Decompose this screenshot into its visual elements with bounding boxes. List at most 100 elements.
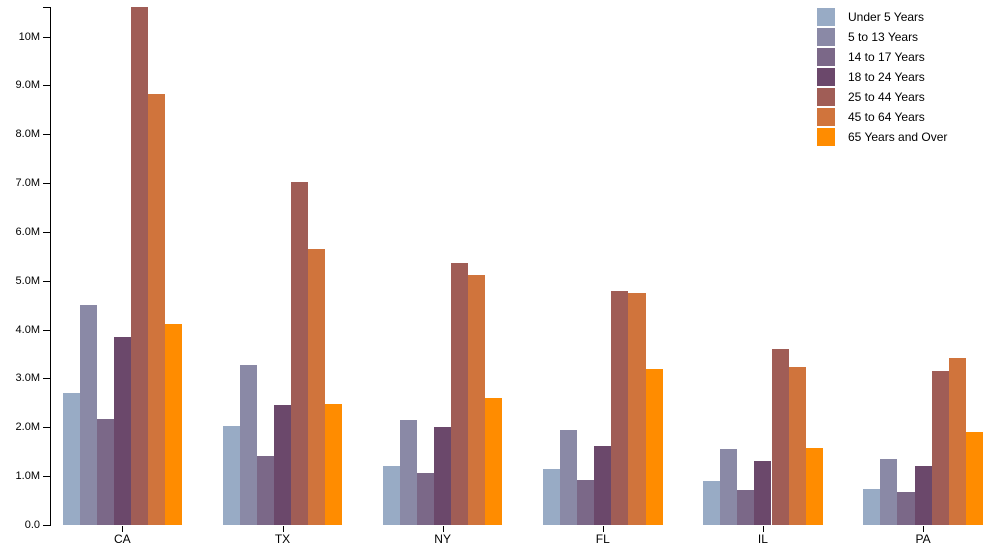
bar-pa-5-to-13-years <box>880 459 898 525</box>
bar-ny-45-to-64-years <box>468 274 486 525</box>
bar-tx-14-to-17-years <box>256 455 274 525</box>
x-tick <box>602 526 604 532</box>
x-tick <box>282 526 284 532</box>
bar-tx-18-to-24-years <box>273 405 292 525</box>
bar-fl-18-to-24-years <box>594 446 612 525</box>
legend-swatch <box>817 68 835 86</box>
legend-label: 25 to 44 Years <box>848 90 925 104</box>
x-tick <box>923 526 925 532</box>
bar-tx-45-to-64-years <box>308 248 326 525</box>
legend-item: 25 to 44 Years <box>817 88 947 106</box>
bar-pa-45-to-64-years <box>948 358 966 525</box>
bar-il-14-to-17-years <box>737 489 755 525</box>
y-tick <box>43 231 50 233</box>
legend-item: 18 to 24 Years <box>817 68 947 86</box>
legend-label: Under 5 Years <box>848 10 925 24</box>
bar-pa-14-to-17-years <box>897 491 915 525</box>
bar-pa-25-to-44-years <box>931 370 949 525</box>
bar-il-65-years-and-over <box>805 448 823 525</box>
legend-swatch <box>817 28 835 46</box>
x-tick-label-pa: PA <box>915 532 931 546</box>
y-tick-label: 3.0M <box>15 372 40 385</box>
y-tick <box>43 329 50 331</box>
legend-label: 14 to 17 Years <box>848 50 925 64</box>
y-tick <box>43 183 50 185</box>
bar-ca-65-years-and-over <box>165 324 183 525</box>
y-tick <box>43 85 50 87</box>
bar-fl-45-to-64-years <box>628 293 646 525</box>
bar-il-45-to-64-years <box>788 366 806 525</box>
x-tick-label-fl: FL <box>595 532 610 546</box>
bar-ny-18-to-24-years <box>434 427 452 525</box>
bar-il-5-to-13-years <box>720 448 738 525</box>
y-tick-label: 7.0M <box>15 177 40 190</box>
bar-fl-25-to-44-years <box>611 291 629 525</box>
y-tick-label: 0.0 <box>24 519 40 531</box>
bar-tx-under-5-years <box>222 425 240 525</box>
bar-ny-14-to-17-years <box>417 473 435 525</box>
bar-pa-65-years-and-over <box>965 431 983 525</box>
y-tick-label: 9.0M <box>15 79 40 92</box>
legend-item: 45 to 64 Years <box>817 108 947 126</box>
y-axis-domain-line <box>50 7 51 526</box>
x-tick <box>442 526 444 532</box>
y-tick-label: 6.0M <box>15 225 40 238</box>
bar-fl-5-to-13-years <box>560 430 578 525</box>
legend-label: 18 to 24 Years <box>848 70 925 84</box>
y-tick <box>43 134 50 136</box>
bar-ca-under-5-years <box>62 392 80 525</box>
bar-tx-5-to-13-years <box>239 364 257 525</box>
y-tick-label: 4.0M <box>15 323 40 336</box>
x-tick <box>122 526 124 532</box>
bar-ny-65-years-and-over <box>485 397 503 525</box>
legend-label: 5 to 13 Years <box>848 30 919 44</box>
y-axis-outer-tick <box>43 7 50 8</box>
x-tick-label-ca: CA <box>114 532 131 546</box>
bar-tx-65-years-and-over <box>325 404 343 525</box>
y-tick <box>43 476 50 478</box>
y-tick-label: 2.0M <box>15 421 40 434</box>
y-tick-label: 10M <box>18 30 40 43</box>
bar-il-25-to-44-years <box>771 349 789 525</box>
legend-swatch <box>817 48 835 66</box>
bar-ca-5-to-13-years <box>79 305 97 525</box>
y-tick <box>43 378 50 380</box>
bar-pa-18-to-24-years <box>914 466 932 525</box>
legend-item: 5 to 13 Years <box>817 28 947 46</box>
x-tick <box>762 526 764 532</box>
y-tick <box>43 427 50 429</box>
x-tick-label-tx: TX <box>274 532 291 546</box>
y-tick-label: 8.0M <box>15 128 40 141</box>
bar-ny-25-to-44-years <box>451 263 469 525</box>
bar-ny-under-5-years <box>382 465 400 525</box>
legend-item: Under 5 Years <box>817 8 947 26</box>
bar-ca-25-to-44-years <box>130 7 148 525</box>
x-tick-label-ny: NY <box>434 532 451 546</box>
bar-pa-under-5-years <box>863 488 881 525</box>
legend: Under 5 Years 5 to 13 Years 14 to 17 Yea… <box>817 8 947 148</box>
bar-ca-18-to-24-years <box>113 336 131 525</box>
legend-swatch <box>817 108 835 126</box>
bar-ca-45-to-64-years <box>148 94 166 525</box>
bar-ca-14-to-17-years <box>96 419 114 525</box>
y-tick <box>43 525 50 526</box>
legend-item: 65 Years and Over <box>817 128 947 146</box>
bar-tx-25-to-44-years <box>291 182 309 525</box>
legend-label: 45 to 64 Years <box>848 110 925 124</box>
y-tick-label: 1.0M <box>15 470 40 483</box>
y-tick-label: 5.0M <box>15 274 40 287</box>
y-tick <box>43 36 50 38</box>
legend-item: 14 to 17 Years <box>817 48 947 66</box>
legend-swatch <box>817 8 835 26</box>
bar-fl-65-years-and-over <box>645 369 663 525</box>
legend-label: 65 Years and Over <box>848 130 948 144</box>
legend-swatch <box>817 128 835 146</box>
legend-swatch <box>817 88 835 106</box>
bar-fl-under-5-years <box>542 469 561 525</box>
bar-il-under-5-years <box>703 481 721 525</box>
bar-il-18-to-24-years <box>754 460 772 525</box>
y-tick <box>43 280 50 282</box>
x-tick-label-il: IL <box>757 532 768 546</box>
